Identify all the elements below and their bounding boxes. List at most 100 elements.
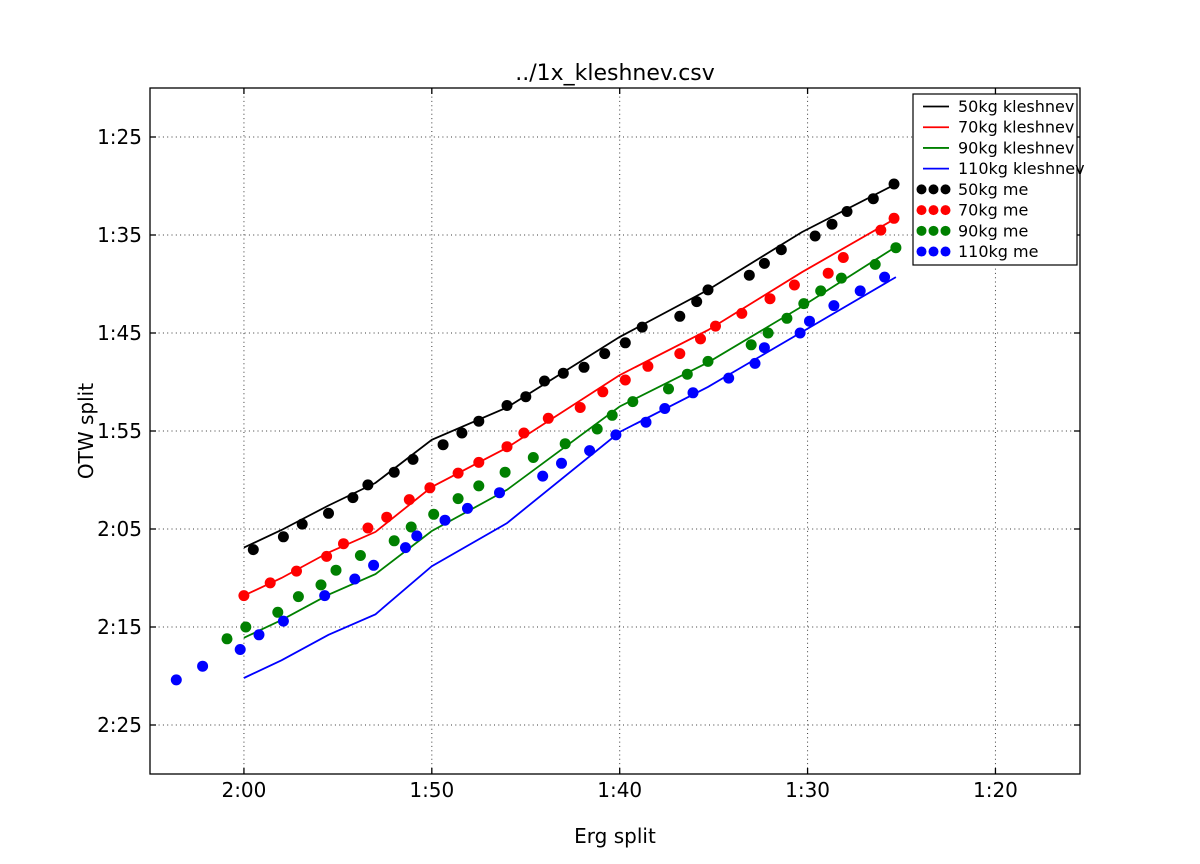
scatter-point bbox=[663, 383, 674, 395]
scatter-point bbox=[197, 660, 209, 672]
legend-label: 90kg me bbox=[958, 221, 1028, 240]
scatter-point bbox=[381, 511, 393, 523]
scatter-point bbox=[518, 427, 530, 439]
scatter-series-110kg-me bbox=[170, 271, 891, 686]
scatter-point bbox=[854, 285, 866, 297]
legend-box bbox=[912, 93, 1078, 266]
scatter-point bbox=[826, 218, 838, 230]
scatter-point bbox=[170, 674, 182, 686]
scatter-point bbox=[758, 257, 770, 269]
scatter-point bbox=[674, 310, 686, 322]
x-tick-label: 1:50 bbox=[409, 778, 454, 802]
scatter-point bbox=[264, 577, 276, 589]
scatter-point bbox=[659, 403, 671, 414]
scatter-point bbox=[888, 212, 900, 224]
scatter-point bbox=[794, 327, 806, 339]
scatter-point bbox=[354, 550, 366, 561]
scatter-point bbox=[319, 590, 331, 602]
legend-entry: 110kg me bbox=[916, 242, 1038, 261]
scatter-point bbox=[557, 367, 569, 379]
x-tick-label: 1:40 bbox=[597, 778, 642, 802]
scatter-point bbox=[556, 457, 567, 469]
scatter-point bbox=[809, 230, 821, 242]
scatter-point bbox=[869, 258, 881, 270]
scatter-point bbox=[610, 429, 622, 441]
scatter-point bbox=[234, 644, 246, 655]
scatter-series-50kg-me bbox=[247, 178, 900, 556]
scatter-point bbox=[841, 206, 853, 217]
y-tick-label: 1:25 bbox=[97, 125, 142, 149]
scatter-point bbox=[822, 267, 834, 279]
scatter-point bbox=[362, 522, 374, 534]
scatter-point bbox=[687, 387, 699, 399]
x-tick-label: 1:30 bbox=[785, 778, 830, 802]
scatter-point bbox=[501, 400, 513, 411]
y-tick-label: 1:35 bbox=[97, 223, 142, 247]
scatter-point bbox=[584, 445, 596, 457]
y-axis-label: OTW split bbox=[74, 383, 98, 479]
scatter-point bbox=[520, 391, 532, 403]
scatter-point bbox=[743, 269, 755, 281]
legend-dot-swatch bbox=[928, 225, 939, 236]
legend-label: 50kg kleshnev bbox=[958, 97, 1074, 116]
legend-entry: 90kg kleshnev bbox=[923, 138, 1074, 157]
scatter-point bbox=[702, 355, 714, 367]
legend-label: 70kg kleshnev bbox=[958, 118, 1074, 137]
legend-label: 50kg me bbox=[958, 180, 1028, 199]
scatter-point bbox=[272, 606, 284, 618]
scatter-point bbox=[775, 244, 787, 256]
scatter-point bbox=[758, 342, 770, 354]
scatter-point bbox=[888, 178, 900, 190]
scatter-point bbox=[879, 271, 891, 283]
scatter-point bbox=[405, 521, 417, 533]
scatter-point bbox=[501, 441, 513, 453]
scatter-point bbox=[606, 409, 618, 421]
legend-dot-swatch bbox=[928, 205, 939, 216]
scatter-point bbox=[411, 530, 423, 542]
scatter-point bbox=[347, 492, 359, 504]
legend-label: 110kg kleshnev bbox=[958, 159, 1085, 178]
scatter-point bbox=[338, 538, 349, 550]
scatter-point bbox=[362, 479, 374, 491]
legend-label: 110kg me bbox=[958, 242, 1038, 261]
scatter-point bbox=[537, 470, 549, 482]
scatter-point bbox=[456, 427, 468, 439]
series-line-70kg-kleshnev bbox=[243, 217, 897, 597]
scatter-point bbox=[890, 242, 902, 254]
scatter-point bbox=[291, 565, 302, 577]
scatter-series-70kg-me bbox=[238, 212, 900, 602]
scatter-point bbox=[835, 272, 847, 284]
legend-dot-swatch bbox=[916, 225, 927, 236]
scatter-point bbox=[619, 337, 631, 349]
x-tick-label: 1:20 bbox=[973, 778, 1018, 802]
scatter-point bbox=[330, 564, 342, 576]
scatter-point bbox=[323, 507, 334, 519]
scatter-point bbox=[599, 348, 611, 360]
scatter-series-90kg-me bbox=[221, 242, 902, 645]
scatter-point bbox=[400, 542, 411, 554]
scatter-point bbox=[559, 438, 571, 450]
scatter-point bbox=[321, 550, 333, 562]
x-axis-label: Erg split bbox=[574, 824, 656, 848]
scatter-point bbox=[745, 339, 757, 351]
y-tick-label: 2:15 bbox=[97, 615, 142, 639]
scatter-point bbox=[691, 296, 703, 308]
scatter-point bbox=[403, 494, 415, 506]
legend-label: 70kg me bbox=[958, 201, 1028, 220]
scatter-point bbox=[221, 633, 233, 645]
scatter-point bbox=[238, 590, 250, 602]
scatter-point bbox=[452, 467, 464, 479]
scatter-point bbox=[828, 300, 840, 312]
scatter-point bbox=[578, 361, 590, 373]
scatter-point bbox=[762, 327, 774, 339]
scatter-point bbox=[627, 396, 639, 408]
scatter-point bbox=[695, 333, 706, 345]
scatter-point bbox=[473, 415, 485, 427]
scatter-point bbox=[494, 487, 505, 499]
scatter-point bbox=[349, 573, 361, 585]
scatter-point bbox=[542, 412, 554, 424]
scatter-point bbox=[788, 279, 800, 291]
scatter-point bbox=[247, 544, 259, 556]
